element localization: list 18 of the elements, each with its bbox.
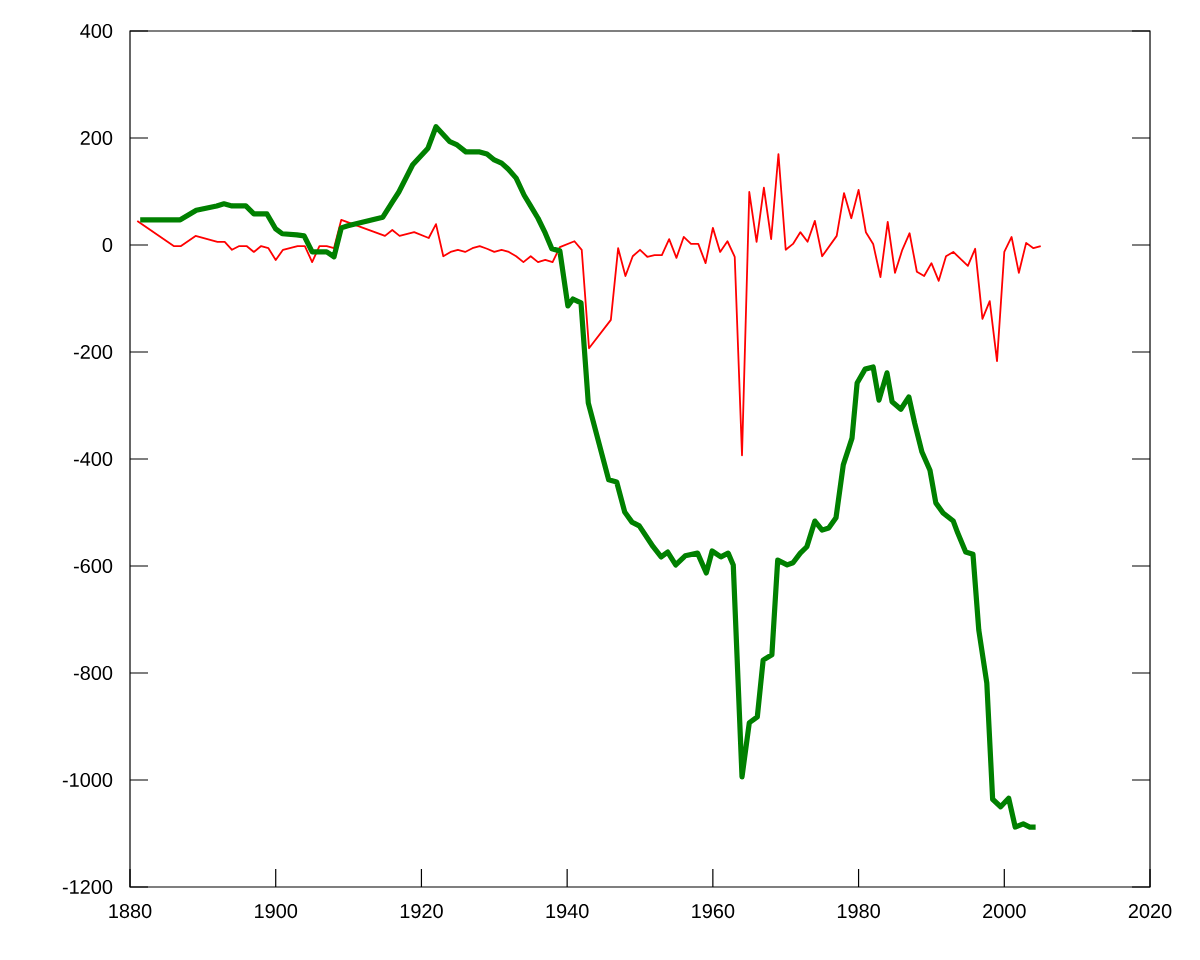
x-tick-label: 1960 [692, 904, 735, 919]
x-tick-label: 1900 [255, 904, 298, 919]
x-tick-label: 1880 [109, 904, 152, 919]
line-series [136, 153, 1042, 457]
x-tick-label: 1980 [837, 904, 880, 919]
x-tick-label: 1920 [400, 904, 443, 919]
y-tick-label: -1200 [62, 879, 113, 895]
y-tick-label: -600 [73, 558, 113, 574]
y-tick-label: 0 [102, 237, 113, 253]
y-tick-label: -1000 [62, 772, 113, 788]
y-tick-label: 400 [80, 23, 113, 39]
y-tick-label: -800 [73, 665, 113, 681]
x-tick-label: 1940 [546, 904, 589, 919]
y-tick-label: -400 [73, 451, 113, 467]
x-tick-label: 2000 [983, 904, 1026, 919]
x-tick-label: 2020 [1128, 904, 1172, 919]
y-tick-label: -200 [73, 344, 113, 360]
y-tick-label: 200 [80, 130, 113, 146]
